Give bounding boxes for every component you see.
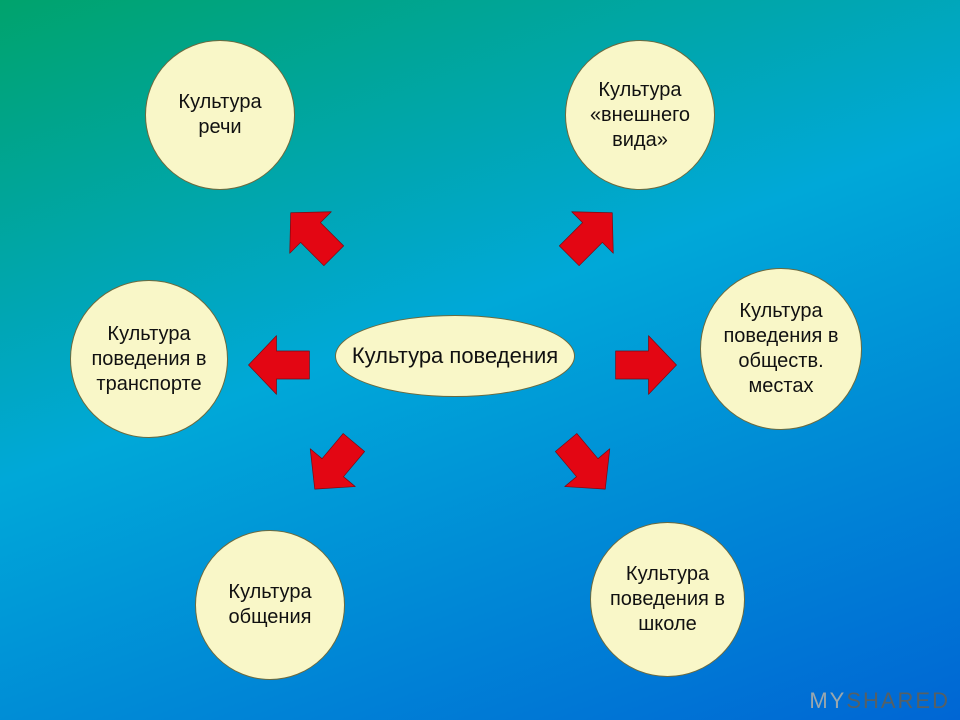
satellite-transport: Культура поведения в транспорте [70,280,228,438]
satellite-label-communication: Культура общения [228,580,311,630]
satellite-speech: Культура речи [145,40,295,190]
satellite-school: Культура поведения в школе [590,522,745,677]
satellite-appearance: Культура «внешнего вида» [565,40,715,190]
center-label: Культура поведения [352,342,558,370]
arrow-to-speech [264,186,363,285]
arrow-to-transport [245,330,315,400]
satellite-label-appearance: Культура «внешнего вида» [590,78,690,153]
satellite-label-transport: Культура поведения в транспорте [91,322,206,397]
watermark-dim: MY [809,688,846,713]
satellite-label-public: Культура поведения в обществ. местах [723,299,838,399]
arrow-to-communication [286,416,385,515]
diagram-stage: Культура поведения Культура речи Культура … [0,0,960,720]
satellite-public: Культура поведения в обществ. местах [700,268,862,430]
center-node: Культура поведения [335,315,575,397]
arrow-to-school [536,416,635,515]
watermark-strong: SHARED [846,688,950,713]
satellite-label-speech: Культура речи [178,90,261,140]
watermark: MYSHARED [809,688,950,714]
arrow-to-public [610,330,680,400]
satellite-label-school: Культура поведения в школе [610,562,725,637]
arrow-to-appearance [541,186,640,285]
satellite-communication: Культура общения [195,530,345,680]
